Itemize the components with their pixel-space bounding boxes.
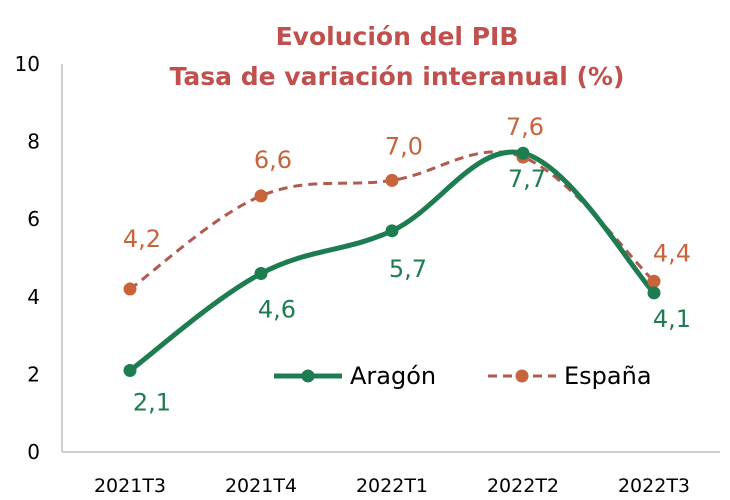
- y-tick-label: 8: [27, 130, 40, 154]
- legend-marker-espana: [515, 369, 529, 383]
- data-label-aragon: 7,7: [508, 165, 546, 193]
- data-label-espana: 6,6: [254, 146, 292, 174]
- data-point-aragon: [123, 364, 137, 378]
- data-point-espana: [254, 189, 268, 203]
- x-category-label: 2021T4: [225, 475, 297, 497]
- data-labels-espana: 4,2 6,6 7,0 7,6 4,4: [123, 113, 691, 267]
- chart-subtitle: Tasa de variación interanual (%): [170, 62, 625, 91]
- x-category-label: 2021T3: [94, 475, 166, 497]
- data-point-aragon: [385, 224, 399, 238]
- data-point-aragon: [647, 286, 661, 300]
- data-label-espana: 7,0: [385, 132, 423, 160]
- data-label-aragon: 5,7: [389, 255, 427, 283]
- data-label-aragon: 2,1: [133, 389, 171, 417]
- x-category-label: 2022T1: [356, 475, 428, 497]
- axes: [61, 64, 720, 453]
- data-point-espana: [385, 173, 399, 187]
- data-label-aragon: 4,1: [653, 305, 691, 333]
- y-tick-label: 4: [27, 285, 40, 309]
- y-tick-label: 0: [27, 440, 40, 464]
- series-line-aragon: [128, 149, 656, 373]
- data-label-aragon: 4,6: [258, 296, 296, 324]
- x-category-label: 2022T2: [487, 475, 559, 497]
- x-category-labels: 2021T3 2021T4 2022T1 2022T2 2022T3: [94, 475, 690, 497]
- data-point-espana: [647, 274, 661, 288]
- data-label-espana: 4,4: [653, 239, 691, 267]
- y-tick-label: 10: [15, 52, 40, 76]
- data-point-espana: [123, 282, 137, 296]
- series-points-aragon: [123, 146, 661, 378]
- y-tick-labels: 0 2 4 6 8 10: [15, 52, 40, 464]
- series-points-espana: [123, 150, 661, 296]
- y-tick-label: 6: [27, 207, 40, 231]
- data-point-aragon: [516, 146, 530, 160]
- legend-label-espana: España: [564, 362, 652, 390]
- data-point-aragon: [254, 267, 268, 281]
- y-tick-label: 2: [27, 362, 40, 386]
- legend-label-aragon: Aragón: [350, 362, 436, 390]
- chart-title: Evolución del PIB: [276, 22, 519, 51]
- legend-marker-aragon: [301, 369, 315, 383]
- legend: Aragón España: [274, 362, 652, 390]
- x-category-label: 2022T3: [618, 475, 690, 497]
- data-label-espana: 7,6: [506, 113, 544, 141]
- data-labels-aragon: 2,1 4,6 5,7 7,7 4,1: [133, 165, 691, 416]
- data-label-espana: 4,2: [123, 225, 161, 253]
